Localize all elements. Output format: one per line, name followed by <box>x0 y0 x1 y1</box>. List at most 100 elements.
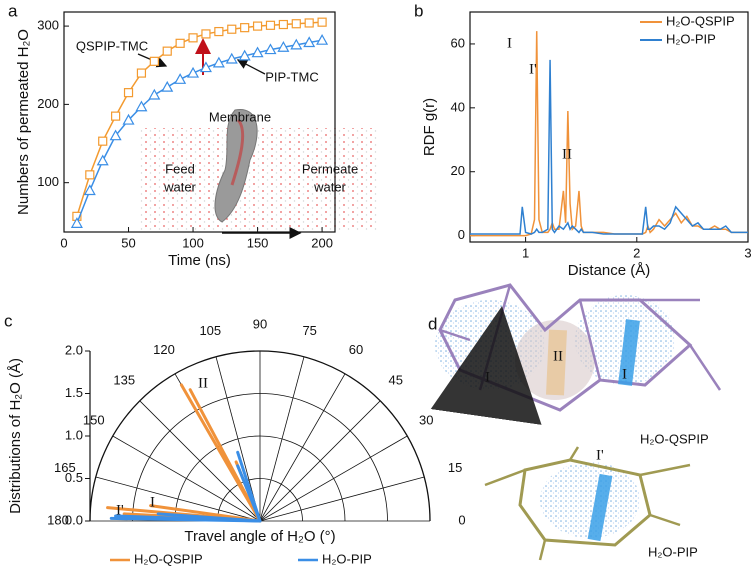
x-tick-label: 165 <box>54 460 76 475</box>
x-tick-label: 0 <box>60 235 67 250</box>
y-tick-label: 40 <box>451 99 465 114</box>
panel-label: c <box>4 311 13 330</box>
x-axis-label: Distance (Å) <box>568 262 651 279</box>
marker <box>148 88 161 100</box>
annotation: II <box>553 348 563 364</box>
marker <box>317 17 327 27</box>
marker <box>83 184 96 196</box>
marker <box>252 21 263 31</box>
plot-frame <box>469 11 749 243</box>
marker <box>316 33 329 45</box>
marker <box>227 24 237 34</box>
x-tick-label: 90 <box>253 316 267 331</box>
marker <box>225 52 238 64</box>
marker <box>136 68 147 78</box>
structure-image <box>430 283 722 561</box>
annotation: H₂O-QSPIP <box>640 431 709 446</box>
marker <box>111 111 121 121</box>
x-tick-label: 0 <box>458 512 465 527</box>
annotation: I' <box>596 447 604 463</box>
x-tick-label: 50 <box>121 235 135 250</box>
marker <box>199 61 212 73</box>
annotation: I <box>485 369 490 385</box>
plot-frame <box>63 11 336 233</box>
membrane-image <box>137 38 378 239</box>
marker <box>264 43 277 55</box>
x-tick-label: 30 <box>419 412 433 427</box>
marker <box>98 136 108 146</box>
annotation: water <box>313 179 346 194</box>
x-tick-label: 45 <box>389 373 403 388</box>
x-tick-label: 150 <box>83 412 105 427</box>
marker <box>251 46 264 58</box>
grid-spoke <box>259 476 425 522</box>
annotation: water <box>163 179 196 194</box>
series-label: QSPIP-TMC <box>76 38 148 53</box>
marker <box>238 49 251 61</box>
y-tick-label: 1.0 <box>65 427 83 442</box>
x-tick-label: 120 <box>153 342 175 357</box>
x-tick-label: 2 <box>633 245 640 260</box>
marker <box>214 26 224 37</box>
x-tick-label: 60 <box>349 342 363 357</box>
marker <box>212 56 225 68</box>
y-tick-label: 1.5 <box>65 385 83 400</box>
marker <box>162 46 172 56</box>
y-tick-label: 0.5 <box>65 470 83 485</box>
grid-spoke <box>139 400 261 522</box>
ray <box>236 464 262 523</box>
y-tick-label: 100 <box>37 174 59 189</box>
marker <box>291 19 301 29</box>
panel-label: a <box>8 1 18 20</box>
marker <box>278 19 288 30</box>
x-tick-label: 150 <box>247 235 269 250</box>
annotation: I <box>150 494 155 510</box>
marker <box>175 38 185 48</box>
x-tick-label: 105 <box>199 323 221 338</box>
y-axis-label: RDF g(r) <box>421 98 438 156</box>
marker <box>122 113 135 125</box>
marker <box>123 88 134 98</box>
y-tick-label: 300 <box>37 18 59 33</box>
x-tick-label: 1 <box>522 245 529 260</box>
panel-label: b <box>414 1 423 20</box>
marker <box>201 29 211 39</box>
grid-spoke <box>95 476 261 522</box>
panel-label: d <box>428 314 437 333</box>
marker <box>149 56 159 66</box>
ray <box>179 383 262 523</box>
marker <box>135 100 148 112</box>
marker <box>109 129 122 141</box>
annotation: I' <box>116 502 124 518</box>
legend-label: H₂O-PIP <box>322 551 372 566</box>
grid-spoke <box>259 356 305 522</box>
marker <box>290 38 303 50</box>
y-tick-label: 60 <box>451 35 465 50</box>
grid-spoke <box>112 435 261 522</box>
y-tick-label: 0 <box>458 227 465 242</box>
y-tick-label: 2.0 <box>65 342 83 357</box>
x-axis-label: Travel angle of H₂O (°) <box>184 528 335 545</box>
marker <box>70 217 83 228</box>
annotation: Feed <box>165 161 195 176</box>
marker <box>265 20 276 30</box>
y-tick-label: 200 <box>37 96 59 111</box>
legend-label: H₂O-QSPIP <box>134 551 203 566</box>
y-tick-label: 20 <box>451 163 465 178</box>
marker <box>174 73 187 84</box>
annotation: Membrane <box>209 109 271 124</box>
x-axis-label: Time (ns) <box>168 252 231 269</box>
annotation: II <box>198 375 208 391</box>
legend-label: H₂O-PIP <box>666 31 716 46</box>
grid-spoke <box>259 400 381 522</box>
annotation: H₂O-PIP <box>648 544 698 559</box>
grid-spoke <box>259 435 408 522</box>
marker <box>240 23 250 33</box>
y-axis-label: Numbers of permeated H₂O <box>15 29 32 215</box>
y-tick-label: 0.0 <box>65 512 83 527</box>
marker <box>187 66 200 78</box>
x-tick-label: 3 <box>744 245 751 260</box>
series-label: PIP-TMC <box>265 69 318 84</box>
legend-label: H₂O-QSPIP <box>666 13 735 28</box>
